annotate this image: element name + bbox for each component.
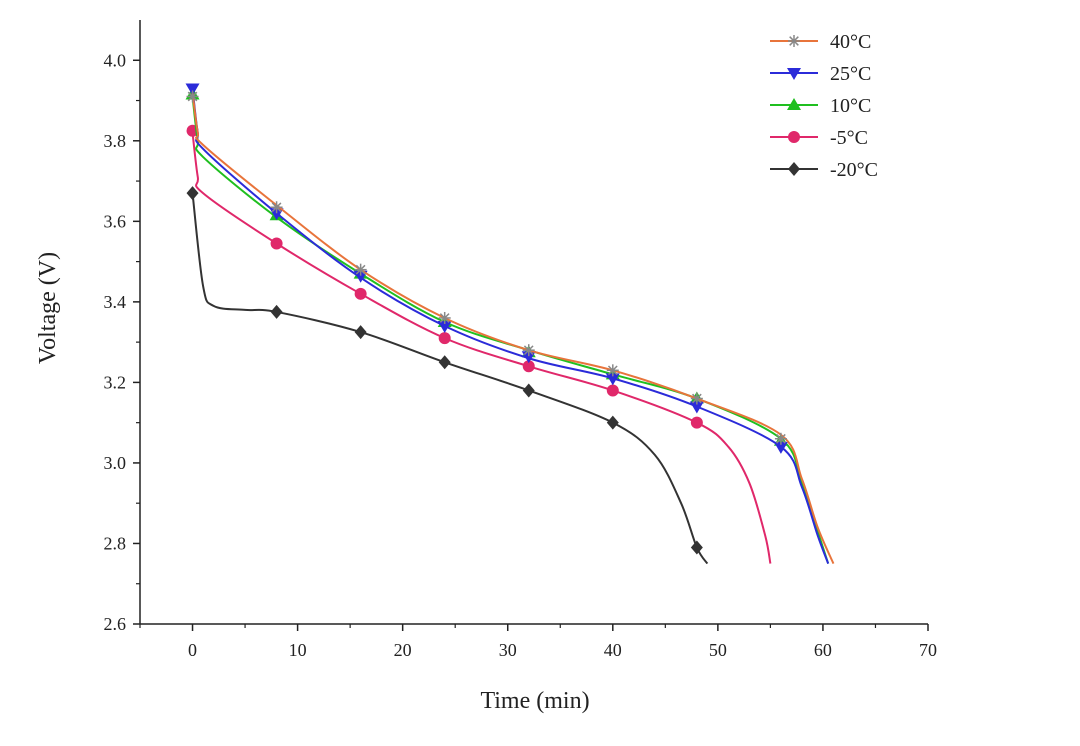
series-line <box>191 96 830 564</box>
series-minus5c <box>186 124 772 564</box>
legend-item: -20°C <box>770 159 878 181</box>
y-tick-label: 3.6 <box>104 211 127 231</box>
data-point <box>606 384 619 397</box>
legend-label: 40°C <box>830 31 871 53</box>
data-point <box>438 332 451 345</box>
y-tick-label: 2.8 <box>104 533 127 553</box>
data-point <box>689 401 704 414</box>
data-point <box>270 304 283 319</box>
series-25c <box>185 83 830 564</box>
legend-marker <box>787 98 801 110</box>
data-point <box>522 383 535 398</box>
series-minus20c <box>186 186 709 565</box>
x-tick-label: 20 <box>394 640 412 660</box>
y-tick-label: 4.0 <box>104 50 127 70</box>
legend-item: -5°C <box>770 127 868 149</box>
data-point <box>773 441 788 454</box>
y-tick-label: 2.6 <box>104 614 127 634</box>
legend-label: -20°C <box>830 159 878 181</box>
series-layer <box>185 83 835 565</box>
x-tick-label: 30 <box>499 640 517 660</box>
y-tick-label: 3.0 <box>104 453 127 473</box>
y-tick-label: 3.8 <box>104 131 127 151</box>
data-point <box>354 263 367 276</box>
series-10c <box>185 87 830 564</box>
data-point <box>438 355 451 370</box>
y-axis-title: Voltage (V) <box>35 252 61 364</box>
series-line <box>191 92 835 564</box>
data-point <box>437 321 452 334</box>
x-tick-label: 50 <box>709 640 727 660</box>
data-point <box>606 364 619 377</box>
legend-item: 25°C <box>770 63 871 85</box>
legend-label: 10°C <box>830 95 871 117</box>
data-point <box>690 540 703 555</box>
x-tick-label: 10 <box>289 640 307 660</box>
legend: 40°C 25°C 10°C -5°C -20°C <box>770 31 878 181</box>
data-point <box>354 325 367 340</box>
x-tick-label: 40 <box>604 640 622 660</box>
data-point <box>606 415 619 430</box>
legend-item: 10°C <box>770 95 871 117</box>
legend-marker <box>788 35 800 47</box>
data-point <box>186 186 199 201</box>
y-tick-label: 3.4 <box>104 292 127 312</box>
data-point <box>270 237 283 250</box>
legend-marker <box>788 162 800 176</box>
legend-marker <box>788 131 800 143</box>
data-point <box>185 83 200 96</box>
data-point <box>522 344 535 357</box>
data-point <box>605 373 620 386</box>
axes-layer: 0 10 20 30 40 50 60 70 2.6 2.8 3.0 3.2 3.4 3.6 3.8 4.0 <box>104 50 938 660</box>
series-40c <box>186 90 835 564</box>
legend-label: -5°C <box>830 127 868 149</box>
x-axis-title: Time (min) <box>480 688 589 714</box>
data-point <box>186 90 199 103</box>
legend-label: 25°C <box>830 63 871 85</box>
data-point <box>270 201 283 214</box>
x-tick-label: 0 <box>188 640 197 660</box>
data-point <box>690 416 703 429</box>
x-tick-label: 70 <box>919 640 937 660</box>
data-point <box>354 287 367 300</box>
plot-frame <box>139 20 928 625</box>
series-line <box>191 132 772 564</box>
legend-item: 40°C <box>770 31 871 53</box>
data-point <box>774 432 787 445</box>
data-point <box>522 360 535 373</box>
data-point <box>438 311 451 324</box>
x-tick-label: 60 <box>814 640 832 660</box>
series-line <box>191 88 830 564</box>
legend-marker <box>787 68 801 80</box>
y-tick-label: 3.2 <box>104 372 127 392</box>
data-point <box>690 392 703 405</box>
